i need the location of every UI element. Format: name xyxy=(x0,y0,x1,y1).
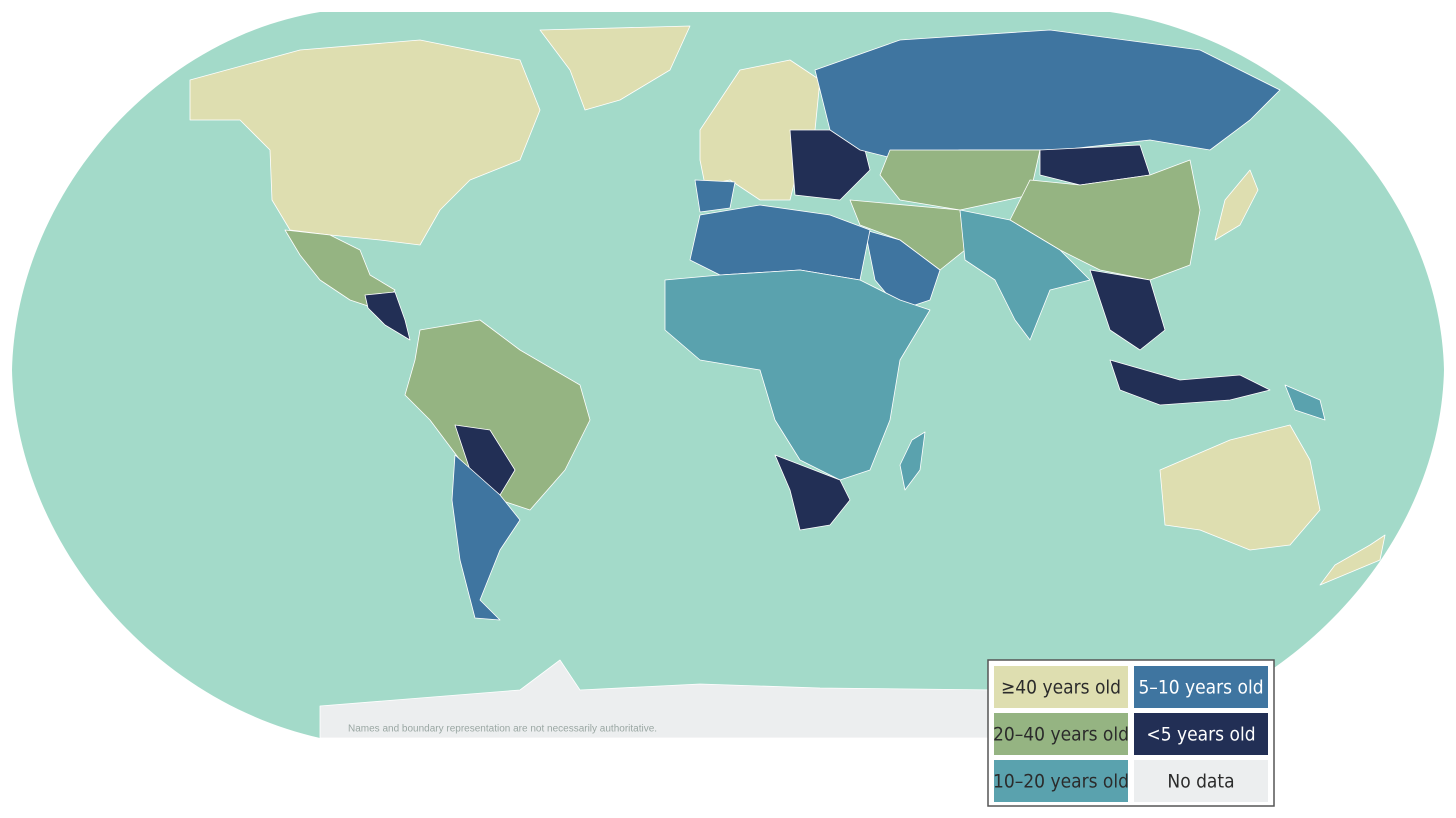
legend: ≥40 years old 5–10 years old 20–40 years o… xyxy=(987,659,1275,807)
legend-label: ≥40 years old xyxy=(1001,677,1121,699)
countries xyxy=(189,25,1386,739)
north-america xyxy=(189,39,541,246)
central-america xyxy=(364,291,411,341)
legend-label: 20–40 years old xyxy=(993,724,1129,746)
legend-label: 10–20 years old xyxy=(993,771,1129,793)
legend-swatch xyxy=(994,713,1128,755)
greenland xyxy=(539,25,691,111)
new-zealand xyxy=(1319,534,1386,586)
legend-swatch xyxy=(1134,760,1268,802)
legend-swatch xyxy=(994,666,1128,708)
indonesia xyxy=(1109,359,1271,406)
legend-swatch xyxy=(994,760,1128,802)
russia xyxy=(814,29,1281,161)
south-asia xyxy=(959,209,1091,341)
legend-label: <5 years old xyxy=(1146,724,1255,746)
south-america xyxy=(404,319,591,511)
bolivia-paraguay xyxy=(454,424,516,496)
southern-cone xyxy=(451,454,521,621)
sub-saharan-africa xyxy=(664,269,931,481)
papua xyxy=(1284,384,1326,421)
southern-africa xyxy=(774,454,851,531)
antarctica xyxy=(319,659,1111,739)
legend-label: 5–10 years old xyxy=(1138,677,1263,699)
madagascar xyxy=(899,431,926,491)
legend-swatch xyxy=(1134,713,1268,755)
legend-label: No data xyxy=(1167,771,1234,793)
arabia xyxy=(864,229,941,311)
disclaimer: Names and boundary representation are no… xyxy=(348,724,657,735)
australia xyxy=(1159,424,1321,551)
legend-swatch xyxy=(1134,666,1268,708)
japan xyxy=(1214,169,1259,241)
southeast-asia xyxy=(1089,269,1166,351)
iberia xyxy=(694,179,736,213)
